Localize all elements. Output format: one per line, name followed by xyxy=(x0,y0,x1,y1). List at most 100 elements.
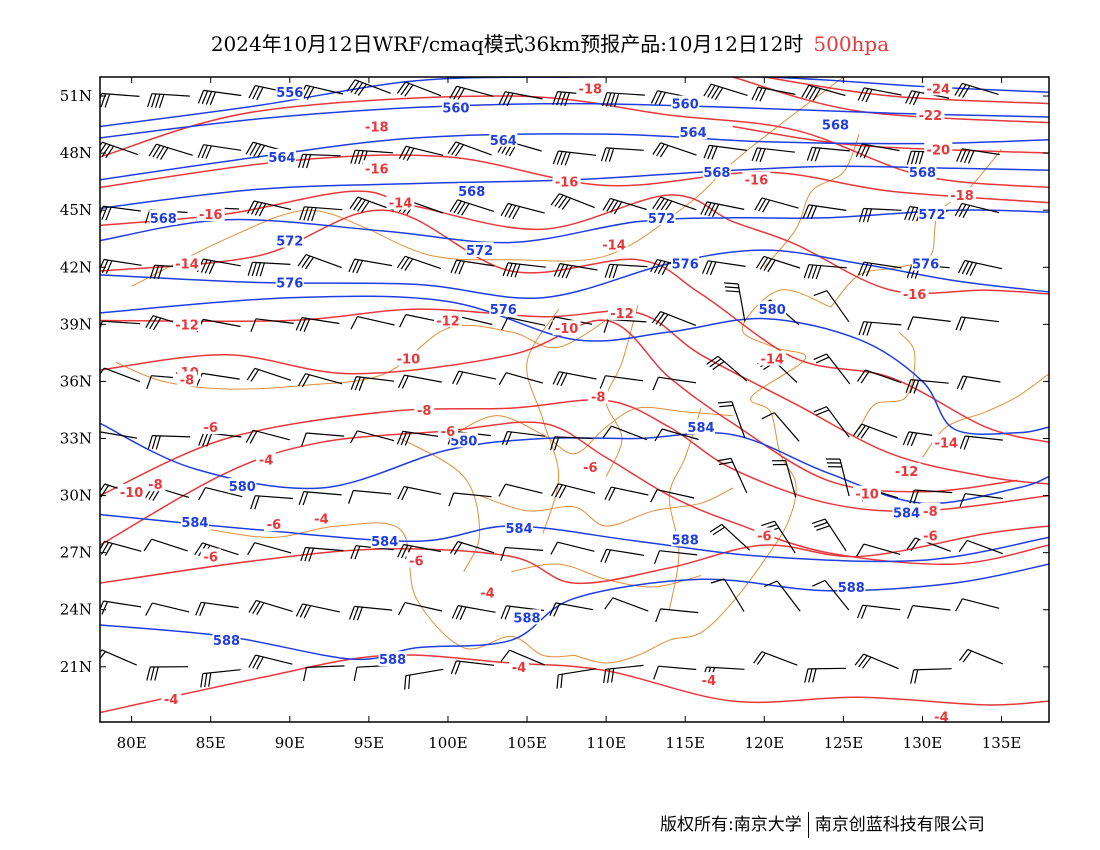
wind-barb xyxy=(858,207,902,223)
contour-label-bg xyxy=(489,131,518,147)
x-tick-label: 105E xyxy=(507,734,547,752)
y-tick-label: 24N xyxy=(60,601,92,619)
x-tick-label: 120E xyxy=(745,734,785,752)
temperature-contours xyxy=(100,77,1049,714)
contour-label: -14 xyxy=(175,258,199,273)
wind-barb xyxy=(397,602,443,616)
contour-label: -8 xyxy=(923,505,937,520)
wind-barb xyxy=(856,543,901,557)
wind-barb xyxy=(148,143,193,160)
contour-label-bg xyxy=(275,232,304,248)
contour-label: -14 xyxy=(389,197,413,212)
x-tick-label: 100E xyxy=(428,734,468,752)
y-tick-label: 27N xyxy=(60,544,92,562)
wind-barb xyxy=(806,146,850,162)
contour-label: 576 xyxy=(672,258,699,273)
contour-label-bg xyxy=(173,316,201,332)
wind-barb xyxy=(404,668,444,690)
boundary-line xyxy=(368,77,844,262)
contour-label-bg xyxy=(378,651,407,667)
y-tick-label: 42N xyxy=(60,258,92,276)
contour-label: -8 xyxy=(180,374,194,389)
temperature-contour xyxy=(100,308,1049,485)
wind-barb xyxy=(498,483,543,497)
wind-barb xyxy=(197,89,242,106)
x-tick-label: 125E xyxy=(824,734,864,752)
wind-barb xyxy=(196,372,240,387)
contour-label: -6 xyxy=(583,461,597,476)
temperature-contour xyxy=(764,77,1049,105)
contour-label: -8 xyxy=(148,478,162,493)
contour-label: -6 xyxy=(409,554,423,569)
x-tick-label: 115E xyxy=(665,734,705,752)
contour-label-bg xyxy=(513,609,541,625)
y-tick-label: 30N xyxy=(60,487,92,505)
contour-label: 588 xyxy=(838,581,865,596)
wind-barb xyxy=(601,92,645,107)
wind-barb xyxy=(245,429,290,444)
contour-label: 580 xyxy=(450,434,477,449)
contour-label: -12 xyxy=(610,307,634,322)
temperature-contour xyxy=(100,190,1049,295)
wind-barb xyxy=(854,653,899,670)
contour-label-bg xyxy=(911,255,940,271)
wind-barb xyxy=(604,263,648,279)
wind-barb xyxy=(751,147,795,163)
contour-label-bg xyxy=(698,672,719,688)
wind-barb xyxy=(802,204,847,220)
contour-label: -10 xyxy=(855,488,879,503)
wind-barb xyxy=(247,542,292,556)
wind-barb xyxy=(295,603,340,619)
contour-label: 560 xyxy=(442,101,469,116)
contour-label: -18 xyxy=(950,189,974,204)
contour-label: 584 xyxy=(687,421,714,436)
contour-label-bg xyxy=(920,527,941,543)
contour-label-bg xyxy=(687,419,715,435)
boundary-line xyxy=(605,305,639,477)
wind-barb xyxy=(248,654,293,670)
contour-label-bg xyxy=(576,80,605,96)
contour-label-bg xyxy=(931,708,952,724)
contour-label: -16 xyxy=(199,208,223,223)
contour-label: -6 xyxy=(267,518,281,533)
copyright-footer: 版权所有:南京大学 南京创蓝科技有限公司 xyxy=(660,810,985,838)
contour-label-bg xyxy=(821,116,850,132)
wind-barb xyxy=(397,485,442,501)
wind-barb xyxy=(855,143,900,159)
height-contour xyxy=(100,295,1049,435)
wind-barb xyxy=(245,141,290,158)
wind-barb xyxy=(706,355,748,382)
contour-label: 588 xyxy=(513,611,540,626)
wind-barb xyxy=(812,579,850,611)
contour-label-bg xyxy=(362,118,391,134)
x-tick-label: 85E xyxy=(196,734,226,752)
wind-barb xyxy=(350,316,395,330)
contour-label-bg xyxy=(267,148,296,164)
y-tick-label: 45N xyxy=(60,201,92,219)
wind-barb xyxy=(297,373,343,388)
wind-barb xyxy=(100,320,141,331)
wind-barb xyxy=(958,539,1004,555)
contour-label-bg xyxy=(948,187,976,202)
wind-barb xyxy=(246,367,292,382)
wind-barb xyxy=(857,369,902,384)
contour-label-bg xyxy=(671,95,700,111)
wind-barb xyxy=(500,202,545,220)
wind-barb xyxy=(599,375,644,389)
contour-label: 580 xyxy=(759,303,786,318)
y-tick-label: 21N xyxy=(60,658,92,676)
contour-label: 568 xyxy=(703,166,730,181)
boundary-line xyxy=(479,487,733,527)
title-level: 500hpa xyxy=(813,32,890,56)
wind-barb xyxy=(350,376,395,391)
contour-label: -16 xyxy=(903,288,927,303)
wind-barb xyxy=(717,457,748,494)
wind-barb xyxy=(652,376,697,391)
wind-barb xyxy=(825,458,850,497)
wind-barb xyxy=(703,144,747,160)
contour-label-bg xyxy=(406,552,427,568)
wind-barb xyxy=(653,665,697,680)
wind-barb xyxy=(100,141,139,159)
wind-barb xyxy=(957,259,1003,276)
